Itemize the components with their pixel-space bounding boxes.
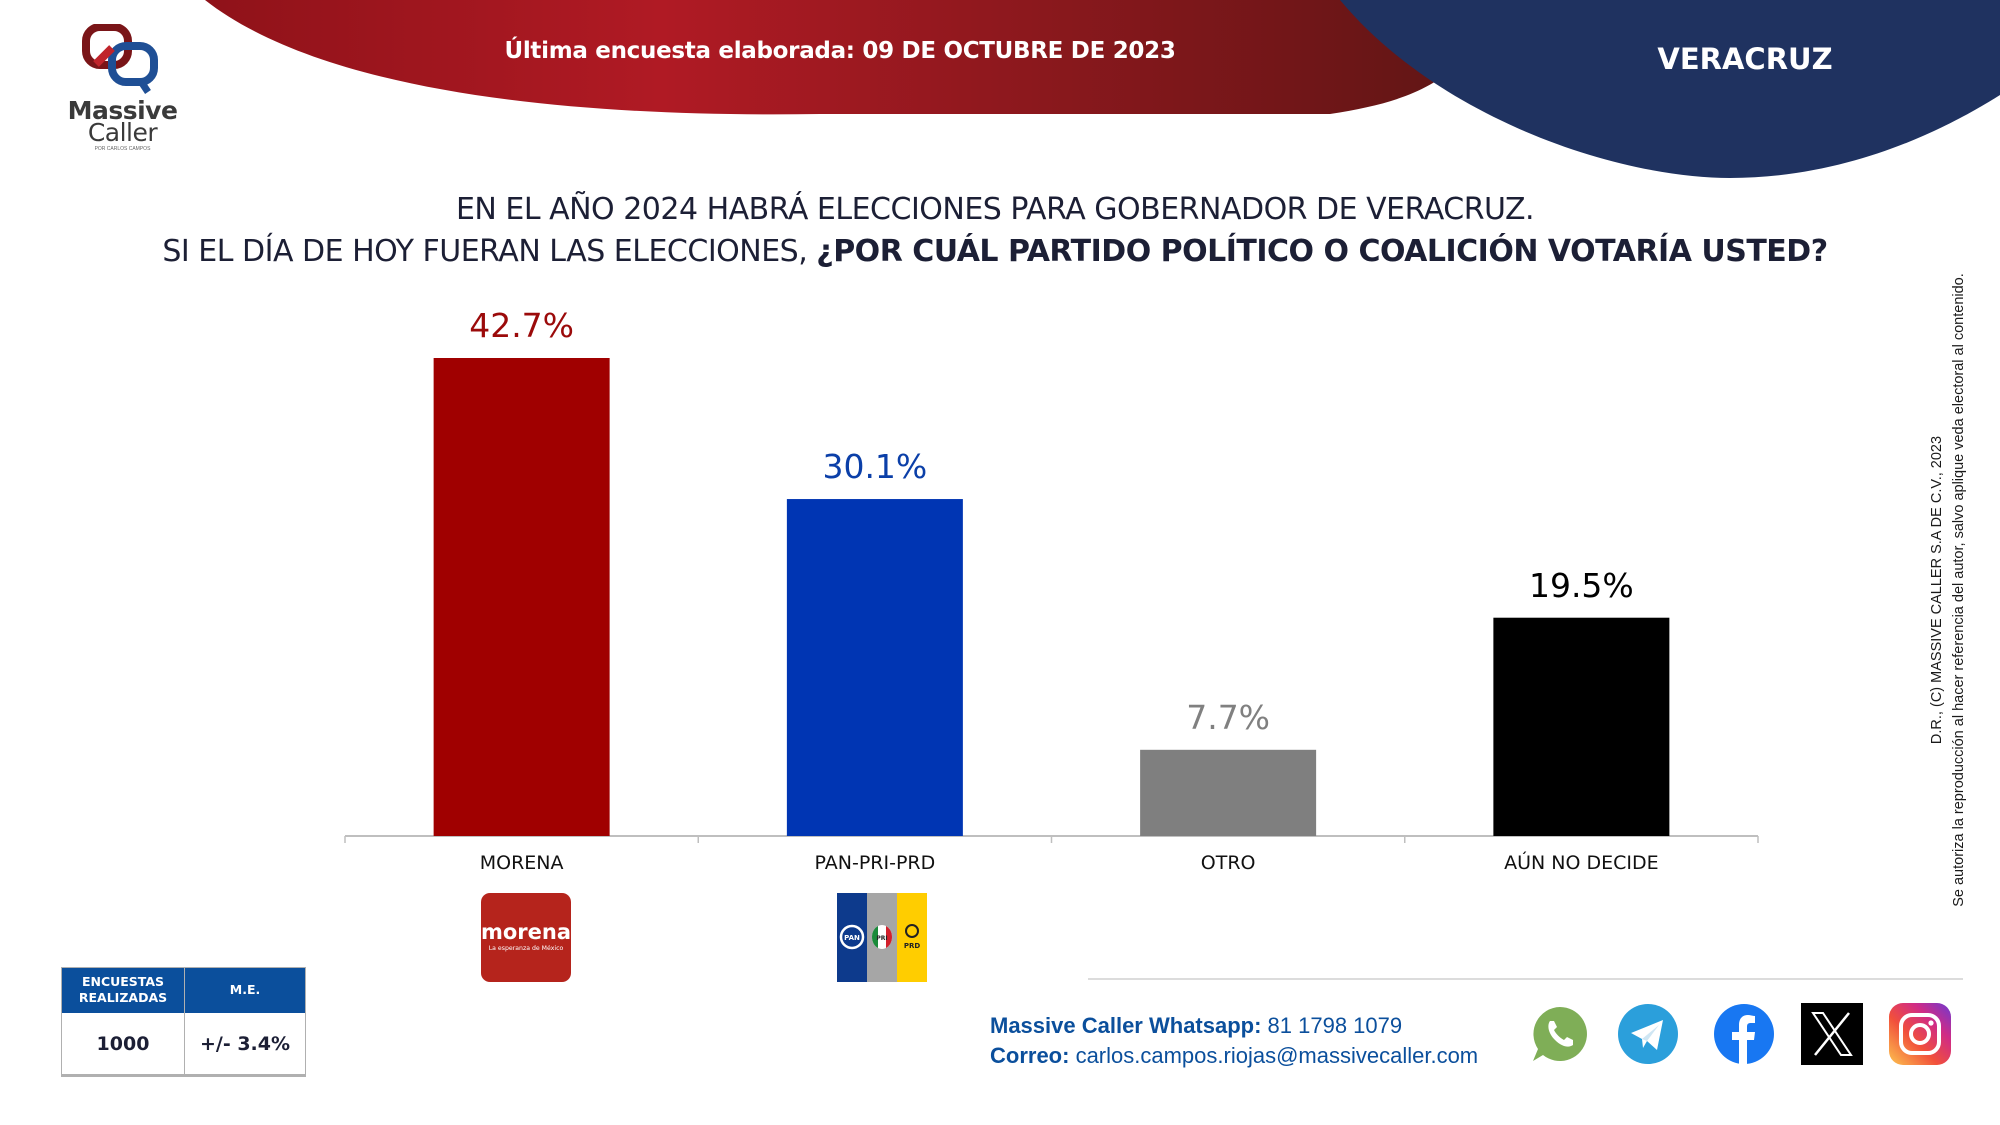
bar-a-n-no-decide [1493, 617, 1670, 836]
email-label: Correo: [990, 1043, 1070, 1068]
prd-sun-icon [905, 924, 919, 938]
category-label: PAN-PRI-PRD [814, 852, 936, 874]
value-label: 42.7% [469, 306, 575, 345]
logo-word-massive: Massive [67, 96, 178, 125]
bar-morena [433, 358, 610, 836]
prd-text: PRD [904, 942, 921, 950]
email-contact: Correo: carlos.campos.riojas@massivecall… [990, 1043, 1478, 1069]
value-label: 19.5% [1528, 565, 1634, 605]
x-icon[interactable] [1801, 1003, 1863, 1065]
survey-date: Última encuesta elaborada: 09 DE OCTUBRE… [504, 38, 1176, 64]
survey-stats-table: ENCUESTAS REALIZADAS M.E. 1000 +/- 3.4% [61, 967, 306, 1077]
question-line-1: EN EL AÑO 2024 HABRÁ ELECCIONES PARA GOB… [455, 192, 1535, 227]
stats-header-row [62, 968, 305, 1013]
whatsapp-icon[interactable] [1529, 1003, 1591, 1065]
blue-header-band [1340, 0, 2000, 178]
question-line-2: SI EL DÍA DE HOY FUERAN LAS ELECCIONES, … [0, 234, 1990, 269]
stats-header-surveys: ENCUESTAS REALIZADAS [78, 974, 168, 1005]
email-address[interactable]: carlos.campos.riojas@massivecaller.com [1069, 1043, 1479, 1068]
morena-logo-name: morena [481, 920, 571, 944]
copyright-line-2: Se autoriza la reproducción al hacer ref… [1951, 273, 1967, 907]
facebook-icon[interactable] [1713, 1003, 1775, 1065]
value-label: 7.7% [1186, 697, 1271, 737]
whatsapp-number[interactable]: 81 1798 1079 [1261, 1013, 1403, 1038]
logo-word-caller: Caller [87, 118, 158, 147]
category-label: AÚN NO DECIDE [1504, 852, 1659, 874]
telegram-icon[interactable] [1617, 1003, 1679, 1065]
red-header-band [205, 0, 1510, 115]
pan-emblem-icon [839, 924, 865, 950]
stats-header-margin: M.E. [229, 982, 261, 997]
category-label: MORENA [479, 852, 564, 874]
stats-value-surveys: 1000 [96, 1033, 150, 1055]
category-label: OTRO [1200, 852, 1256, 874]
copyright-line-1: D.R., (C) MASSIVE CALLER S.A DE C.V., 20… [1929, 435, 1945, 745]
instagram-icon[interactable] [1889, 1003, 1951, 1065]
logo-subtitle: POR CARLOS CAMPOS [94, 146, 151, 152]
bar-otro [1140, 749, 1317, 836]
value-label: 30.1% [822, 447, 928, 487]
logo-mark-icon [82, 24, 158, 94]
stats-value-margin: +/- 3.4% [199, 1033, 291, 1055]
morena-logo: morena La esperanza de México [481, 893, 571, 982]
massive-caller-logo: Massive Caller POR CARLOS CAMPOS [60, 18, 185, 158]
state-name: VERACRUZ [1657, 42, 1833, 76]
bar-pan-pri-prd [786, 499, 963, 836]
header-background [205, 0, 2000, 178]
morena-logo-tagline: La esperanza de México [489, 944, 564, 952]
stats-column-divider [184, 968, 185, 1074]
footer-divider [1088, 978, 1963, 980]
whatsapp-contact: Massive Caller Whatsapp: 81 1798 1079 [990, 1013, 1402, 1039]
pri-text: PRI [876, 935, 887, 942]
question-line-2-bold: ¿POR CUÁL PARTIDO POLÍTICO O COALICIÓN V… [816, 234, 1828, 269]
pan-text: PAN [844, 934, 860, 942]
pan-pri-prd-logo: PAN PRI PRD [837, 893, 927, 982]
question-line-2-regular: SI EL DÍA DE HOY FUERAN LAS ELECCIONES, [162, 234, 817, 269]
whatsapp-label: Massive Caller Whatsapp: [990, 1013, 1262, 1038]
